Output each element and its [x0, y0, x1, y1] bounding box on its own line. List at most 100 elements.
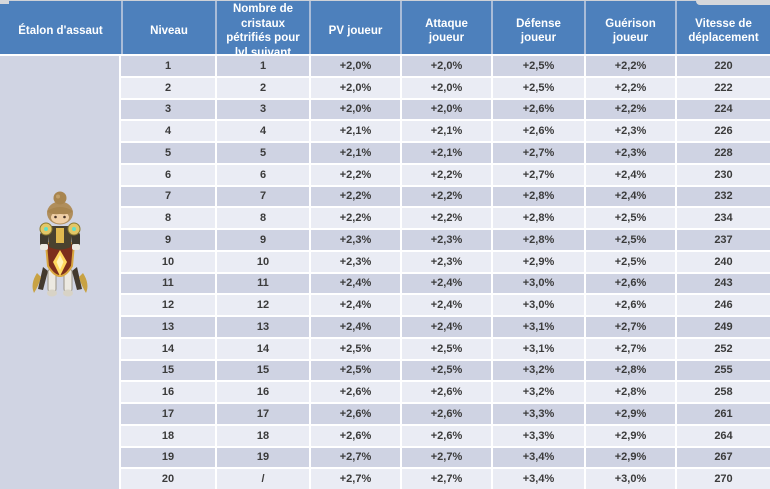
cell-cristaux: 16 [215, 382, 309, 402]
cell-attaque: +2,1% [400, 143, 491, 163]
window-edge-artifact [0, 0, 9, 4]
cell-cristaux: 10 [215, 251, 309, 272]
cell-guerison: +2,2% [584, 56, 675, 76]
cell-cristaux: 18 [215, 425, 309, 446]
header-niveau: Niveau [121, 0, 215, 63]
cell-niveau: 1 [164, 59, 172, 72]
cell-guerison: +2,6% [584, 295, 675, 315]
cell-niveau: 20 [161, 473, 175, 486]
table-row: 16 16 +2,6% +2,6% +3,2% +2,8% 258 [121, 380, 770, 402]
cell-defense: +2,6% [491, 99, 584, 120]
cell-pv: +2,3% [309, 230, 400, 250]
cell-vitesse: 267 [675, 447, 770, 468]
cell-cristaux: 14 [215, 338, 309, 359]
cell-guerison: +2,2% [584, 77, 675, 98]
cell-attaque: +2,4% [400, 295, 491, 315]
cell-pv: +2,1% [309, 121, 400, 141]
cell-cristaux: 2 [215, 77, 309, 98]
cell-vitesse: 232 [675, 186, 770, 207]
table-rows: 1 1 +2,0% +2,0% +2,5% +2,2% 220 2 2 +2,0… [121, 54, 770, 489]
cell-cristaux: 11 [215, 273, 309, 294]
cell-attaque: +2,3% [400, 251, 491, 272]
cell-pv: +2,5% [309, 338, 400, 359]
cell-pv: +2,0% [309, 77, 400, 98]
table-row: 2 2 +2,0% +2,0% +2,5% +2,2% 222 [121, 75, 770, 98]
cell-defense: +2,7% [491, 164, 584, 185]
cell-vitesse: 270 [675, 469, 770, 489]
window-edge-artifact [0, 0, 770, 1]
cell-cristaux: 19 [215, 447, 309, 468]
cell-guerison: +2,5% [584, 251, 675, 272]
cell-niveau: 14 [161, 342, 175, 355]
cell-niveau: 19 [161, 451, 175, 464]
cell-guerison: +2,5% [584, 208, 675, 228]
cell-niveau: 11 [162, 277, 174, 290]
table-row: 7 7 +2,2% +2,2% +2,8% +2,4% 232 [121, 184, 770, 207]
cell-cristaux: 7 [215, 186, 309, 207]
cell-pv: +2,0% [309, 99, 400, 120]
cell-vitesse: 255 [675, 360, 770, 381]
cell-defense: +2,5% [491, 56, 584, 76]
cell-attaque: +2,6% [400, 425, 491, 446]
cell-attaque: +2,7% [400, 447, 491, 468]
table-row: 10 10 +2,3% +2,3% +2,9% +2,5% 240 [121, 249, 770, 272]
cell-guerison: +2,4% [584, 186, 675, 207]
cell-defense: +2,9% [491, 251, 584, 272]
cell-defense: +3,0% [491, 295, 584, 315]
cell-vitesse: 261 [675, 404, 770, 424]
cell-defense: +2,6% [491, 121, 584, 141]
cell-defense: +2,8% [491, 230, 584, 250]
cell-cristaux: 8 [215, 208, 309, 228]
cell-guerison: +2,9% [584, 404, 675, 424]
cell-niveau: 4 [164, 125, 172, 138]
table-row: 20 / +2,7% +2,7% +3,4% +3,0% 270 [121, 467, 770, 489]
table-header-row: Étalon d'assaut Niveau Nombre de cristau… [0, 0, 770, 63]
cell-guerison: +2,2% [584, 99, 675, 120]
cell-cristaux: 3 [215, 99, 309, 120]
table-body: 1 1 +2,0% +2,0% +2,5% +2,2% 220 2 2 +2,0… [0, 54, 770, 489]
cell-vitesse: 249 [675, 317, 770, 337]
cell-vitesse: 226 [675, 121, 770, 141]
cell-niveau: 6 [164, 168, 172, 181]
cell-defense: +3,4% [491, 447, 584, 468]
cell-attaque: +2,3% [400, 230, 491, 250]
cell-niveau: 13 [161, 320, 175, 333]
table-row: 3 3 +2,0% +2,0% +2,6% +2,2% 224 [121, 97, 770, 120]
cell-vitesse: 224 [675, 99, 770, 120]
cell-defense: +2,8% [491, 208, 584, 228]
header-attaque-joueur: Attaque joueur [400, 0, 491, 63]
table-row: 9 9 +2,3% +2,3% +2,8% +2,5% 237 [121, 228, 770, 250]
cell-niveau: 7 [164, 190, 172, 203]
table-row: 17 17 +2,6% +2,6% +3,3% +2,9% 261 [121, 402, 770, 424]
cell-guerison: +2,3% [584, 121, 675, 141]
cell-guerison: +2,9% [584, 447, 675, 468]
cell-pv: +2,3% [309, 251, 400, 272]
cell-vitesse: 234 [675, 208, 770, 228]
table-row: 15 15 +2,5% +2,5% +3,2% +2,8% 255 [121, 358, 770, 381]
cell-niveau: 18 [161, 429, 175, 442]
window-edge-artifact [696, 0, 770, 5]
cell-attaque: +2,6% [400, 404, 491, 424]
cell-cristaux: 9 [215, 230, 309, 250]
cell-guerison: +2,5% [584, 230, 675, 250]
cell-cristaux: 13 [215, 317, 309, 337]
table-row: 18 18 +2,6% +2,6% +3,3% +2,9% 264 [121, 423, 770, 446]
header-pv-joueur: PV joueur [309, 0, 400, 63]
cell-defense: +2,8% [491, 186, 584, 207]
cell-defense: +3,3% [491, 404, 584, 424]
cell-pv: +2,2% [309, 164, 400, 185]
cell-niveau: 12 [161, 299, 175, 312]
cell-attaque: +2,4% [400, 273, 491, 294]
header-defense-joueur: Défense joueur [491, 0, 584, 63]
cell-cristaux: 5 [215, 143, 309, 163]
cell-niveau: 5 [164, 146, 172, 159]
cell-niveau: 9 [164, 233, 172, 246]
cell-defense: +3,3% [491, 425, 584, 446]
cell-attaque: +2,1% [400, 121, 491, 141]
cell-pv: +2,4% [309, 273, 400, 294]
cell-cristaux: 12 [215, 295, 309, 315]
cell-vitesse: 230 [675, 164, 770, 185]
cell-attaque: +2,0% [400, 77, 491, 98]
cell-defense: +3,4% [491, 469, 584, 489]
